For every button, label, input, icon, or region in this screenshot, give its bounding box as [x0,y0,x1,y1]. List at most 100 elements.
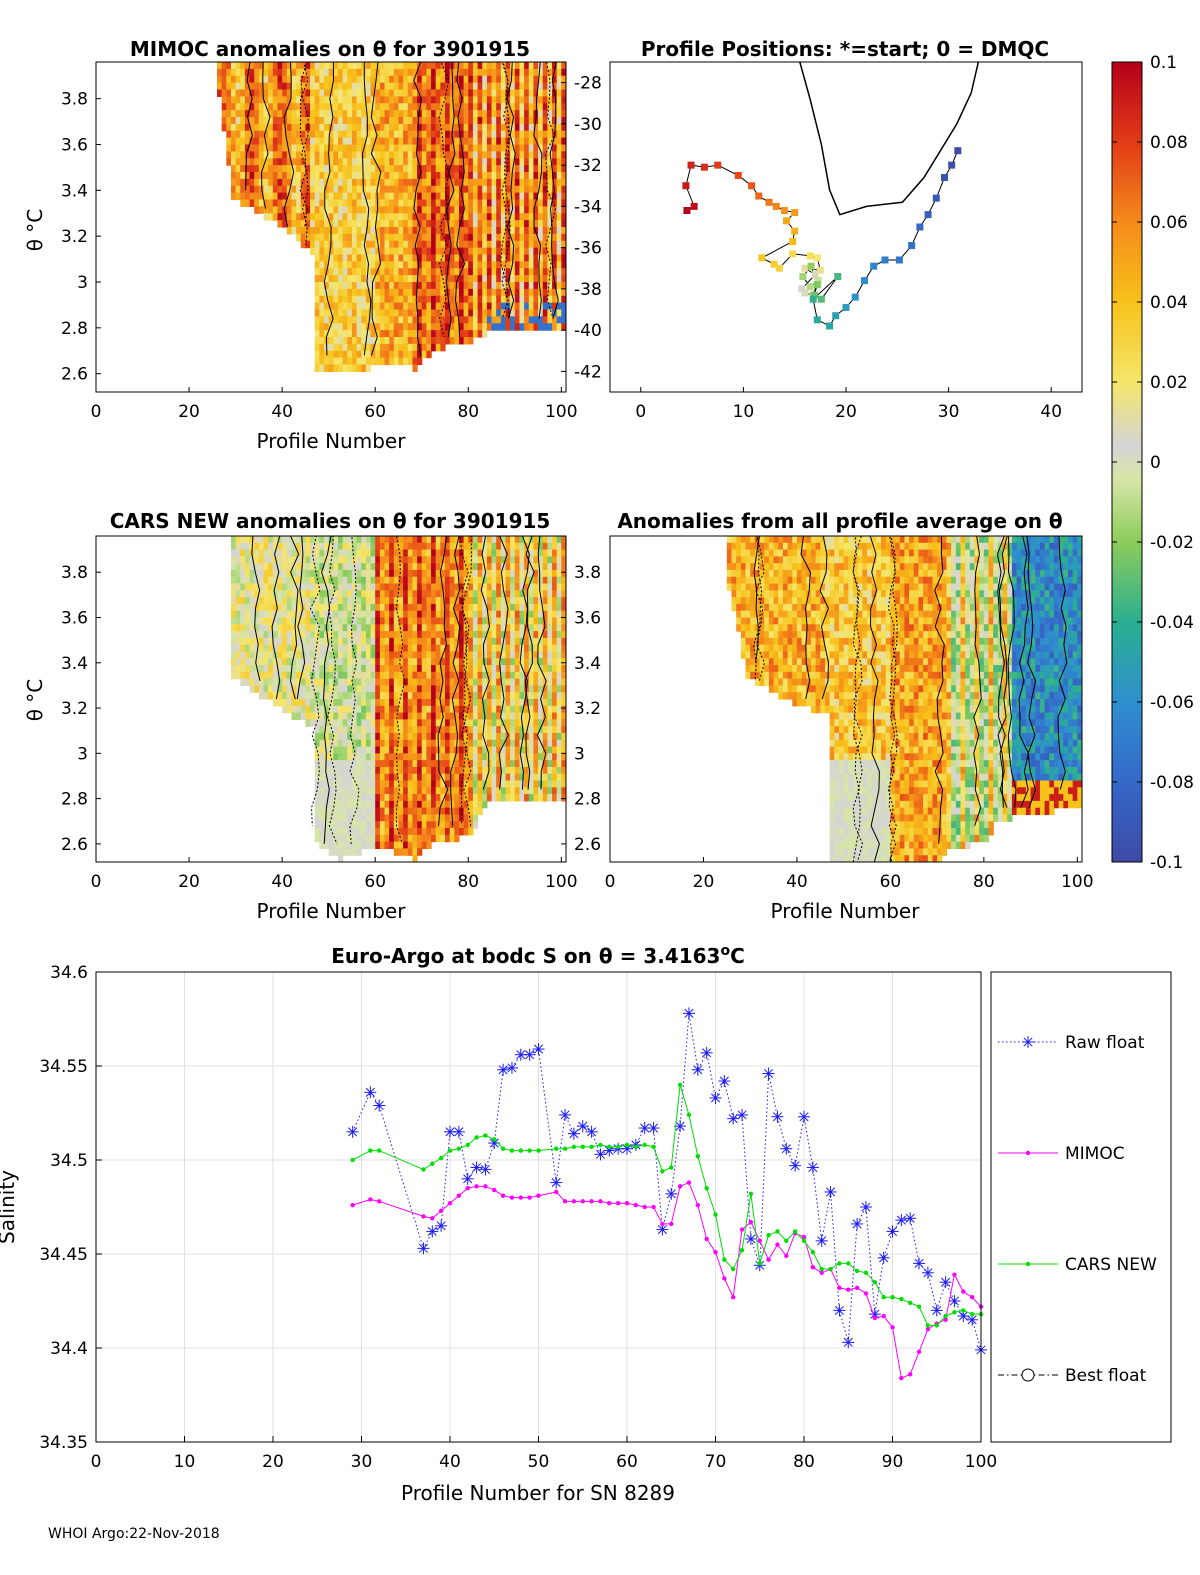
positions-axes-box [609,61,1083,393]
heatmap-cell [524,206,530,214]
heatmap-cell [361,309,367,317]
heatmap-cell [431,247,437,256]
heatmap-cell [342,631,348,639]
heatmap-cell [421,665,427,673]
heatmap-cell [356,96,362,104]
heatmap-cell [472,302,479,311]
heatmap-cell [426,726,432,734]
heatmap-cell [263,631,269,639]
heatmap-cell [412,692,418,700]
heatmap-cell [282,213,288,221]
heatmap-cell [337,254,344,262]
heatmap-cell [244,603,251,612]
heatmap-cell [389,130,395,139]
heatmap-cell [286,637,293,646]
heatmap-cell [379,206,386,214]
heatmap-cell [347,841,353,850]
heatmap-cell [445,330,451,338]
heatmap-cell [445,158,451,166]
heatmap-cell [398,343,404,352]
heatmap-cell [379,563,386,571]
heatmap-cell [403,617,409,625]
heatmap-cell [524,261,530,269]
heatmap-cell [463,576,469,585]
heatmap-cell [361,117,367,125]
heatmap-cell [449,712,455,720]
heatmap-cell [505,192,511,201]
heatmap-cell [296,158,302,166]
heatmap-cell [440,103,446,111]
heatmap-cell [300,220,307,228]
heatmap-cell [337,678,344,687]
heatmap-cell [244,117,251,125]
heatmap-cell [235,144,241,152]
heatmap-cell [398,302,404,311]
heatmap-cell [412,151,418,159]
heatmap-cell [486,569,493,578]
heatmap-cell [347,705,353,714]
heatmap-cell [403,206,409,214]
heatmap-cell [496,295,502,304]
heatmap-cell [486,206,493,214]
heatmap-cell [351,739,358,748]
heatmap-cell [379,240,386,249]
heatmap-cell [328,295,334,304]
heatmap-cell [300,130,307,139]
heatmap-cell [556,282,562,290]
heatmap-cell [342,151,348,159]
heatmap-cell [542,96,548,104]
heatmap-cell [370,726,376,734]
heatmap-cell [356,185,362,194]
heatmap-cell [458,288,465,297]
heatmap-cell [398,144,404,152]
heatmap-cell [398,705,404,714]
heatmap-cell [393,732,400,741]
heatmap-cell [440,309,446,317]
heatmap-cell [361,350,367,359]
heatmap-cell [365,671,372,680]
heatmap-cell [375,624,381,632]
heatmap-cell [319,732,325,741]
heatmap-cell [393,96,400,104]
heatmap-cell [384,617,390,625]
heatmap-cell [542,103,548,111]
heatmap-cell [449,206,455,214]
heatmap-cell [556,130,562,139]
heatmap-cell [449,569,455,578]
heatmap-cell [319,563,325,571]
heatmap-cell [240,549,246,557]
heatmap-cell [468,814,474,822]
heatmap-cell [286,220,293,228]
heatmap-cell [347,848,353,856]
heatmap-cell [435,288,441,297]
heatmap-cell [421,206,427,214]
heatmap-cell [365,302,372,311]
cars-heatmap [230,536,566,862]
heatmap-cell [305,158,311,166]
heatmap-cell [431,658,437,666]
heatmap-cell [319,350,325,359]
heatmap-cell [458,172,465,180]
heatmap-cell [356,240,362,249]
heatmap-cell [221,82,227,91]
heatmap-cell [556,213,562,221]
heatmap-cell [510,151,516,159]
heatmap-cell [347,172,353,180]
heatmap-cell [226,103,232,111]
heatmap-cell [342,685,348,693]
heatmap-cell [310,665,316,673]
heatmap-cell [263,82,269,91]
heatmap-cell [310,68,316,77]
heatmap-cell [407,556,414,564]
heatmap-cell [524,158,530,166]
heatmap-cell [417,692,423,700]
heatmap-cell [370,213,376,221]
heatmap-cell [403,814,409,822]
heatmap-cell [463,665,469,673]
heatmap-cell [333,151,339,159]
heatmap-cell [510,316,516,324]
heatmap-cell [268,637,274,646]
heatmap-cell [254,658,260,666]
heatmap-cell [482,685,488,693]
heatmap-cell [449,549,455,557]
